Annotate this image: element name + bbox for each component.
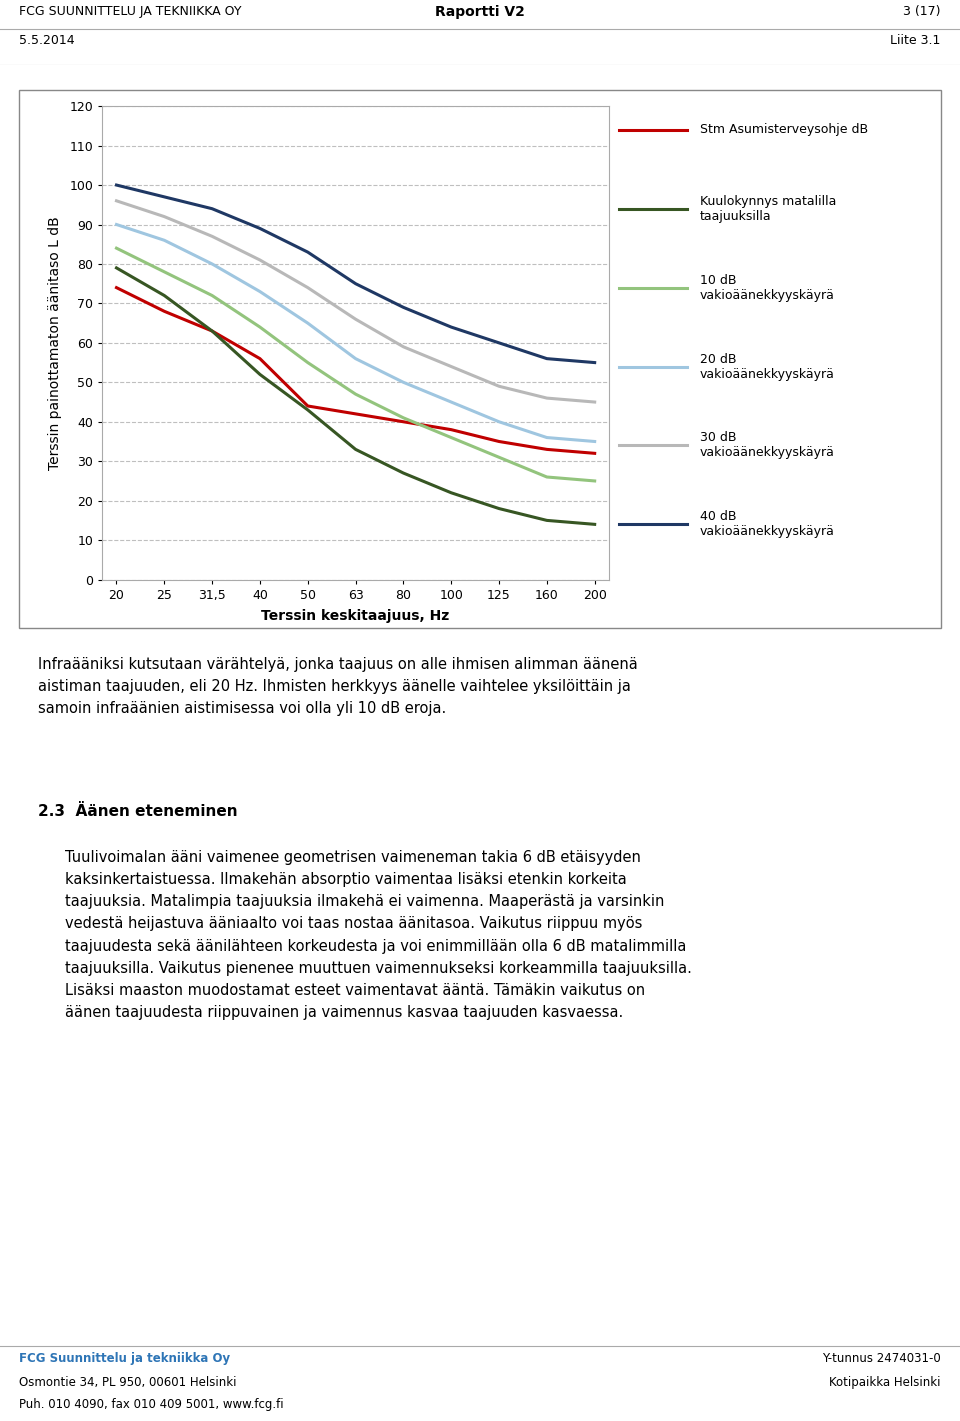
Text: FCG Suunnittelu ja tekniikka Oy: FCG Suunnittelu ja tekniikka Oy: [19, 1353, 230, 1366]
Text: 30 dB
vakioäänekkyyskäyrä: 30 dB vakioäänekkyyskäyrä: [700, 432, 835, 459]
Text: 5.5.2014: 5.5.2014: [19, 34, 75, 47]
Text: Stm Asumisterveysohje dB: Stm Asumisterveysohje dB: [700, 124, 868, 136]
Text: FCG SUUNNITTELU JA TEKNIIKKA OY: FCG SUUNNITTELU JA TEKNIIKKA OY: [19, 6, 242, 18]
Text: Infraääniksi kutsutaan värähtelyä, jonka taajuus on alle ihmisen alimman äänenä
: Infraääniksi kutsutaan värähtelyä, jonka…: [37, 657, 637, 716]
Y-axis label: Terssin painottamaton äänitaso L dB: Terssin painottamaton äänitaso L dB: [48, 216, 62, 470]
Text: 2.3  Äänen eteneminen: 2.3 Äänen eteneminen: [37, 804, 237, 818]
Text: Puh. 010 4090, fax 010 409 5001, www.fcg.fi: Puh. 010 4090, fax 010 409 5001, www.fcg…: [19, 1398, 284, 1411]
Text: Y-tunnus 2474031-0: Y-tunnus 2474031-0: [822, 1353, 941, 1366]
Text: 40 dB
vakioäänekkyyskäyrä: 40 dB vakioäänekkyyskäyrä: [700, 510, 835, 539]
Text: Tuulivoimalan ääni vaimenee geometrisen vaimeneman takia 6 dB etäisyyden
kaksink: Tuulivoimalan ääni vaimenee geometrisen …: [65, 850, 692, 1020]
Text: Osmontie 34, PL 950, 00601 Helsinki: Osmontie 34, PL 950, 00601 Helsinki: [19, 1377, 237, 1390]
Text: Kotipaikka Helsinki: Kotipaikka Helsinki: [829, 1377, 941, 1390]
Text: 10 dB
vakioäänekkyyskäyrä: 10 dB vakioäänekkyyskäyrä: [700, 274, 835, 301]
Text: 3 (17): 3 (17): [903, 6, 941, 18]
Text: 20 dB
vakioäänekkyyskäyrä: 20 dB vakioäänekkyyskäyrä: [700, 352, 835, 381]
Text: Raportti V2: Raportti V2: [435, 6, 525, 20]
Text: Liite 3.1: Liite 3.1: [891, 34, 941, 47]
Text: Kuulokynnys matalilla
taajuuksilla: Kuulokynnys matalilla taajuuksilla: [700, 195, 836, 223]
X-axis label: Terssin keskitaajuus, Hz: Terssin keskitaajuus, Hz: [261, 608, 449, 622]
